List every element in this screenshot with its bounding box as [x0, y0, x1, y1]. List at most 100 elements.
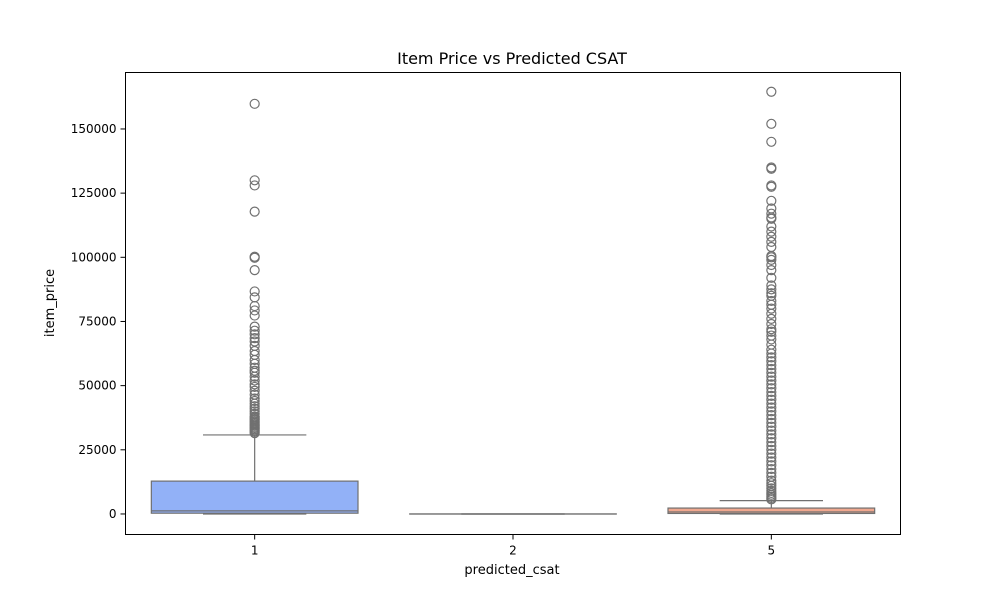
outlier-point [766, 390, 777, 401]
outlier-point [766, 375, 777, 386]
outlier-point [249, 329, 260, 340]
outlier-point [249, 98, 260, 109]
outlier-point [249, 354, 260, 366]
outlier-point [766, 272, 777, 283]
outlier-point [766, 86, 777, 97]
outlier-point [766, 136, 777, 147]
outlier-point [766, 413, 777, 425]
outlier-point [249, 265, 260, 276]
outlier-point [766, 363, 777, 375]
outlier-point [766, 284, 777, 295]
outlier-point [766, 265, 777, 276]
outlier-point [766, 467, 777, 478]
outlier-point [249, 333, 260, 344]
outlier-point [766, 417, 777, 428]
outlier-point [249, 180, 260, 191]
outlier-point [249, 375, 260, 386]
outlier-point [766, 448, 777, 459]
outlier-point [249, 206, 260, 217]
outlier-point [766, 483, 777, 494]
outlier-point [249, 325, 260, 336]
outlier-point [766, 429, 777, 440]
outlier-point [249, 252, 260, 263]
y-tick-label: 125000 [71, 186, 117, 200]
outlier-point [766, 288, 777, 299]
x-axis: 1 2 5 [251, 534, 776, 558]
outlier-point [766, 334, 777, 345]
plot-frame [125, 72, 901, 535]
outlier-point [766, 308, 777, 319]
outlier-point [249, 428, 260, 439]
outlier-point [249, 367, 260, 378]
x-axis-label: predicted_csat [464, 563, 559, 578]
outlier-point [249, 305, 260, 316]
outlier-point [766, 383, 777, 394]
y-tick-label: 0 [109, 507, 117, 521]
y-axis: 0 25000 50000 75000 100000 125000 150000 [71, 122, 126, 521]
x-tick-label: 5 [768, 544, 776, 558]
outlier-point [249, 292, 260, 303]
outlier-point [766, 402, 777, 413]
outlier-point [766, 324, 777, 335]
outlier-point [766, 208, 777, 219]
outlier-point [766, 475, 777, 486]
outlier-point [766, 339, 777, 350]
outlier-point [766, 452, 777, 463]
outlier-point [766, 221, 777, 232]
outlier-point [766, 195, 777, 206]
y-tick-label: 100000 [71, 250, 117, 264]
outlier-point [766, 318, 777, 330]
outlier-point [766, 456, 777, 467]
outlier-point [766, 425, 777, 436]
outlier-point [766, 444, 777, 455]
plot-area [150, 86, 876, 515]
outlier-point [766, 303, 777, 314]
outlier-point [766, 348, 777, 359]
outlier-point [249, 286, 260, 297]
outlier-point [249, 321, 260, 332]
outlier-point [766, 226, 777, 237]
outlier-point [766, 236, 777, 247]
y-tick-label: 75000 [78, 314, 116, 328]
outlier-point [249, 175, 260, 186]
outlier-point [249, 395, 260, 407]
outlier-point [766, 356, 777, 367]
outlier-point [766, 406, 777, 417]
box-group-5 [667, 86, 876, 515]
outlier-point [766, 254, 777, 265]
outlier-point [249, 379, 260, 390]
outlier-point [766, 241, 777, 253]
y-tick-label: 50000 [78, 379, 116, 393]
y-tick-label: 150000 [71, 122, 117, 136]
outlier-point [249, 398, 260, 409]
outlier-point [766, 410, 777, 421]
outlier-point [766, 460, 777, 471]
outlier-point [766, 494, 777, 505]
x-tick-label: 2 [509, 544, 517, 558]
outlier-point [766, 386, 777, 398]
outlier-point [766, 437, 777, 448]
outlier-point [249, 381, 260, 393]
outlier-point [249, 310, 260, 321]
outlier-point [766, 379, 777, 390]
outlier-point [766, 394, 777, 405]
y-tick-label: 25000 [78, 443, 116, 457]
outlier-point [766, 398, 777, 409]
outlier-point [766, 313, 777, 324]
outlier-point [766, 163, 777, 174]
box-body [667, 507, 876, 515]
outlier-point [766, 433, 777, 444]
box-group-1 [150, 98, 359, 515]
x-tick-label: 1 [251, 544, 259, 558]
outlier-point [766, 421, 777, 432]
outlier-point [766, 252, 777, 263]
outlier-point [249, 371, 260, 382]
outlier-point [766, 213, 777, 224]
outlier-point [766, 280, 777, 291]
outlier-point [766, 371, 777, 382]
outlier-point [766, 344, 777, 355]
outlier-point [766, 259, 777, 271]
outlier-point [766, 478, 777, 489]
outlier-point [249, 393, 260, 404]
